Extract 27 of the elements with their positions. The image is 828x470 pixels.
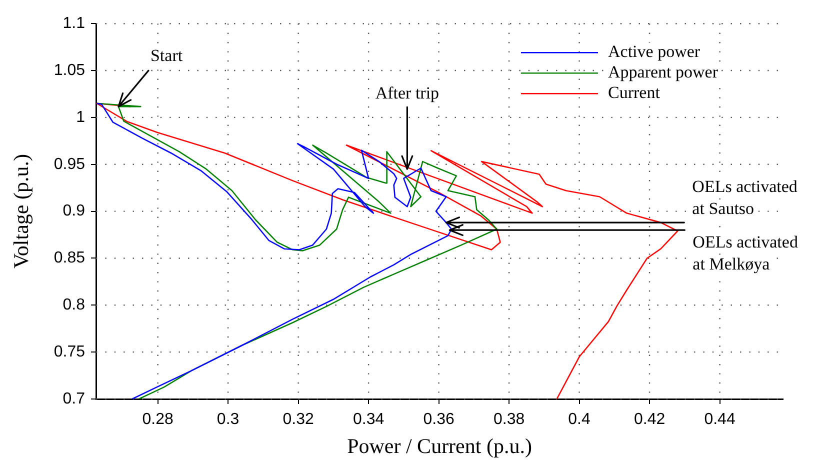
y-tick-label: 1 xyxy=(76,108,86,126)
y-tick-label: 0.9 xyxy=(62,202,86,220)
x-tick-label: 0.34 xyxy=(352,411,384,428)
y-tick-label: 0.75 xyxy=(54,343,86,360)
x-tick-label: 0.28 xyxy=(142,411,174,428)
legend-label: Active power xyxy=(608,42,700,62)
y-tick-label: 0.8 xyxy=(62,296,86,314)
annotation: OELs activated at Sautso xyxy=(692,177,798,218)
annotation: Start xyxy=(150,46,183,66)
x-tick-label: 0.44 xyxy=(704,411,736,428)
y-tick-label: 0.95 xyxy=(54,156,86,173)
x-axis-title: Power / Current (p.u.) xyxy=(347,434,532,458)
x-tick-label: 0.3 xyxy=(216,411,240,428)
y-axis-title: Voltage (p.u.) xyxy=(9,154,34,269)
x-tick-label: 0.38 xyxy=(493,411,525,428)
y-tick-label: 0.7 xyxy=(62,390,86,408)
annotation: OELs activated at Melkøya xyxy=(692,232,798,274)
x-tick-label: 0.32 xyxy=(282,411,314,428)
annotation: After trip xyxy=(375,84,440,103)
y-tick-label: 1.1 xyxy=(62,15,86,32)
x-tick-label: 0.42 xyxy=(634,411,666,428)
y-tick-label: 1.05 xyxy=(54,62,86,79)
x-tick-label: 0.36 xyxy=(423,411,454,428)
x-tick-label: 0.4 xyxy=(568,411,591,428)
y-tick-label: 0.85 xyxy=(54,250,86,267)
legend-label: Current xyxy=(608,83,660,102)
legend-label: Apparent power xyxy=(608,62,718,82)
